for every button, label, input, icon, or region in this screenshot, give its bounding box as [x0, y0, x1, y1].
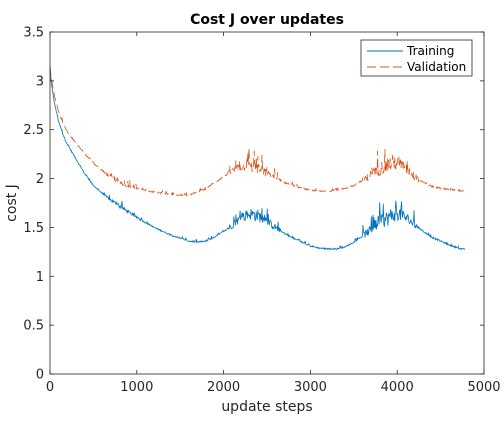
chart-title: Cost J over updates: [190, 12, 344, 28]
y-tick-label: 0: [36, 368, 44, 383]
x-tick-label: 1000: [120, 380, 153, 395]
x-axis-label: update steps: [221, 399, 312, 415]
x-tick-label: 2000: [207, 380, 240, 395]
legend-entry-training: Training: [406, 44, 454, 58]
y-axis-label: cost J: [4, 184, 20, 222]
y-tick-label: 3: [36, 74, 44, 89]
y-tick-label: 2: [36, 172, 44, 187]
legend: Training Validation: [360, 39, 473, 77]
series-line-validation: [49, 66, 465, 198]
y-tick-label: 3.5: [23, 26, 44, 41]
x-tick-label: 0: [46, 380, 54, 395]
legend-box: [360, 39, 473, 77]
plot-frame: [49, 31, 485, 375]
y-tick-label: 1.5: [23, 221, 44, 236]
x-tick-label: 3000: [294, 380, 327, 395]
y-tick-label: 0.5: [23, 319, 44, 334]
legend-entry-validation: Validation: [407, 60, 466, 74]
y-tick-label: 1: [36, 270, 44, 285]
y-tick-label: 2.5: [23, 123, 44, 138]
series-layer: [49, 66, 465, 251]
ticks-layer: 0 1000 2000 3000 4000 5000 0 0.5 1 1.5 2 2.5 3 3.5: [23, 26, 500, 396]
x-tick-label: 4000: [381, 380, 414, 395]
x-tick-label: 5000: [467, 380, 500, 395]
series-line-training: [49, 68, 465, 251]
